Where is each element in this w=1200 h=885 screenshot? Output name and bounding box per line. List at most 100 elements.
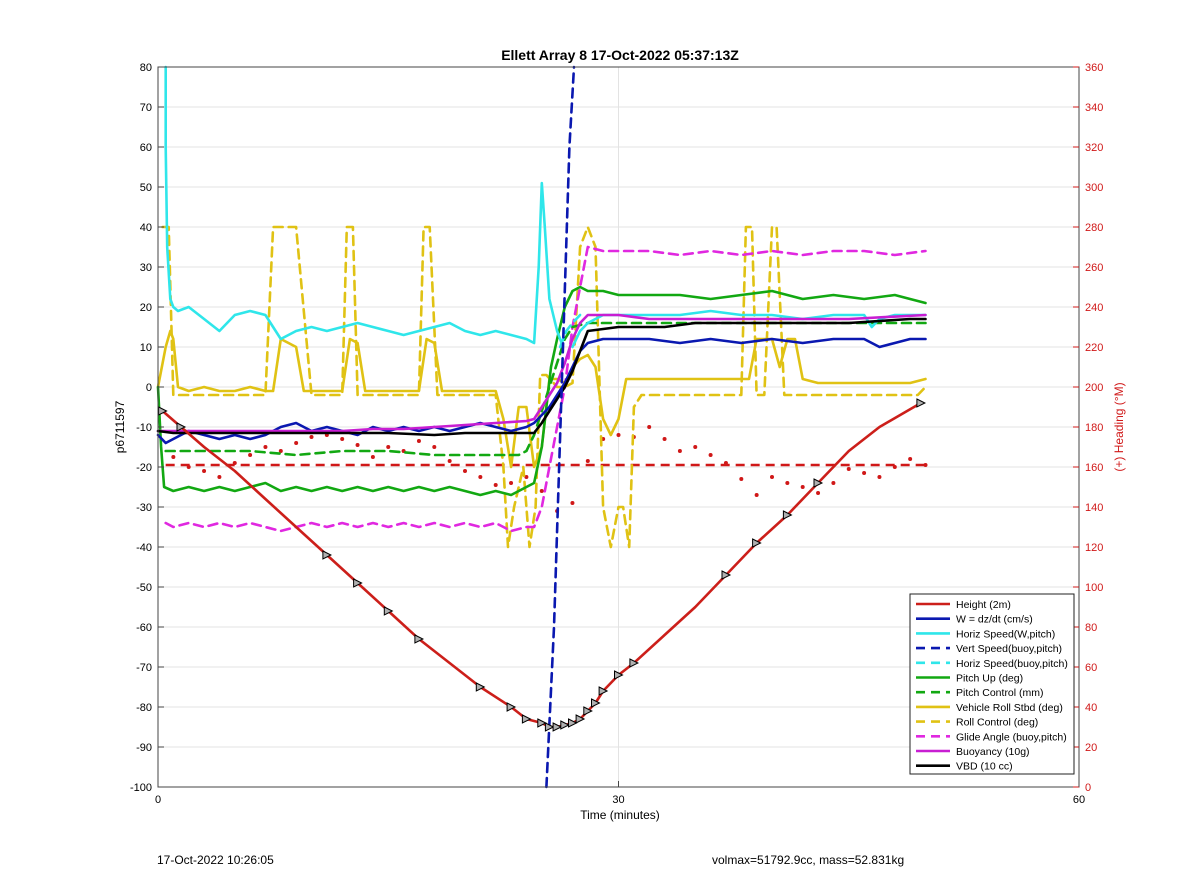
- y-tick-label-left: -70: [136, 662, 152, 674]
- y-tick-label-left: -20: [136, 462, 152, 474]
- heading-point: [570, 501, 575, 505]
- series-line-pitch-control-mm: [164, 321, 927, 457]
- heading-point: [892, 465, 897, 469]
- series-line-vert-speed-buoy-pitch: [545, 65, 576, 789]
- height-marker: [544, 722, 555, 732]
- y-tick-label-right: 180: [1085, 422, 1103, 434]
- heading-point: [923, 463, 928, 467]
- y-tick-label-right: 260: [1085, 262, 1103, 274]
- y-tick-label-left: 30: [140, 262, 152, 274]
- height-marker: [552, 722, 563, 732]
- heading-point: [217, 475, 222, 479]
- height-marker: [176, 422, 187, 432]
- y-tick-label-left: 70: [140, 102, 152, 114]
- legend-label: Pitch Control (mm): [956, 687, 1044, 699]
- y-tick-label-left: -60: [136, 622, 152, 634]
- heading-point: [386, 445, 391, 449]
- y-tick-label-right: 80: [1085, 622, 1097, 634]
- heading-point: [171, 455, 176, 459]
- height-marker: [414, 634, 425, 644]
- heading-point: [754, 493, 759, 497]
- series-line-glide-angle-buoy-pitch: [164, 245, 927, 533]
- y-tick-label-right: 140: [1085, 502, 1103, 514]
- heading-point: [524, 475, 529, 479]
- y-tick-label-left: -10: [136, 422, 152, 434]
- legend-label: Horiz Speed(buoy,pitch): [956, 658, 1068, 670]
- heading-point: [416, 439, 421, 443]
- heading-point: [662, 437, 667, 441]
- y-tick-label-left: 60: [140, 142, 152, 154]
- heading-point: [278, 449, 283, 453]
- heading-point: [509, 481, 514, 485]
- height-marker: [721, 570, 732, 580]
- height-markers: [158, 398, 927, 732]
- y-tick-label-right: 20: [1085, 742, 1097, 754]
- height-marker: [158, 406, 168, 416]
- heading-point: [309, 435, 314, 439]
- y-tick-label-right: 120: [1085, 542, 1103, 554]
- height-marker: [506, 702, 517, 712]
- y-tick-label-right: 40: [1085, 702, 1097, 714]
- height-marker: [383, 606, 394, 616]
- y-tick-label-right: 100: [1085, 582, 1103, 594]
- heading-point: [816, 491, 821, 495]
- heading-point: [294, 441, 299, 445]
- height-marker: [521, 714, 532, 724]
- heading-point: [616, 433, 621, 437]
- y-tick-label-left: -30: [136, 502, 152, 514]
- legend-label: Horiz Speed(W,pitch): [956, 628, 1055, 640]
- heading-point: [908, 457, 913, 461]
- heading-point: [355, 443, 360, 447]
- y-tick-label-left: 10: [140, 342, 152, 354]
- heading-point: [723, 461, 728, 465]
- heading-point: [478, 475, 483, 479]
- legend-label: VBD (10 cc): [956, 761, 1013, 773]
- series-line-horiz-speed-w-pitch: [164, 65, 564, 345]
- y-tick-label-right: 360: [1085, 62, 1103, 74]
- height-marker: [322, 550, 333, 560]
- series-line-roll-control-deg: [161, 225, 927, 549]
- heading-point: [831, 481, 836, 485]
- y-axis-label-right: (+) Heading (°M): [1112, 382, 1126, 471]
- x-axis-label: Time (minutes): [580, 808, 660, 822]
- y-tick-label-left: 50: [140, 182, 152, 194]
- legend-label: Vehicle Roll Stbd (deg): [956, 702, 1063, 714]
- y-tick-label-left: -80: [136, 702, 152, 714]
- heading-point: [739, 477, 744, 481]
- height-marker: [568, 718, 578, 728]
- series-line-horiz-speed-buoy-pitch: [558, 313, 582, 349]
- heading-point: [447, 459, 452, 463]
- y-tick-label-left: 0: [146, 382, 152, 394]
- heading-point: [340, 437, 345, 441]
- height-marker: [583, 706, 593, 716]
- y-tick-label-left: 20: [140, 302, 152, 314]
- y-tick-label-left: -50: [136, 582, 152, 594]
- heading-point: [432, 445, 437, 449]
- legend-label: Buoyancy (10g): [956, 746, 1030, 758]
- legend-label: Height (2m): [956, 599, 1011, 611]
- legend-label: Roll Control (deg): [956, 717, 1038, 729]
- height-marker: [560, 720, 570, 730]
- heading-point: [186, 465, 191, 469]
- x-tick-label: 60: [1073, 794, 1085, 806]
- x-tick-label: 30: [612, 794, 624, 806]
- y-tick-label-left: -100: [130, 782, 152, 794]
- y-tick-label-right: 200: [1085, 382, 1103, 394]
- series-line-vehicle-roll-stbd-deg: [156, 329, 927, 469]
- heading-point: [877, 475, 882, 479]
- heading-point: [248, 453, 253, 457]
- legend-label: W = dz/dt (cm/s): [956, 614, 1033, 626]
- heading-point: [862, 471, 867, 475]
- y-tick-label-left: -90: [136, 742, 152, 754]
- y-tick-label-left: -40: [136, 542, 152, 554]
- height-marker: [752, 538, 762, 548]
- y-tick-label-right: 300: [1085, 182, 1103, 194]
- height-marker: [575, 714, 586, 724]
- legend-label: Pitch Up (deg): [956, 673, 1023, 685]
- legend: Height (2m) W = dz/dt (cm/s) Horiz Speed(W…: [909, 593, 1075, 775]
- footer-volmax-mass: volmax=51792.9cc, mass=52.831kg: [712, 853, 905, 867]
- heading-point: [263, 445, 268, 449]
- height-marker: [353, 578, 363, 588]
- heading-point: [846, 467, 851, 471]
